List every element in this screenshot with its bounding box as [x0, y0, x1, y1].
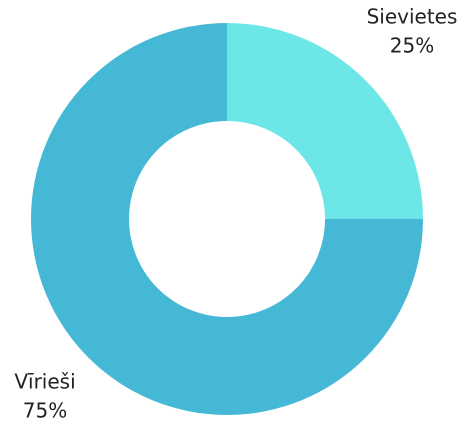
- slice-label: Vīrieši: [14, 370, 75, 394]
- slice-label: Sievietes: [367, 5, 458, 29]
- slice-value-label: 25%: [390, 34, 434, 58]
- slice-value-label: 75%: [23, 399, 67, 423]
- donut-slice: [227, 23, 423, 219]
- donut-slice: [31, 23, 423, 415]
